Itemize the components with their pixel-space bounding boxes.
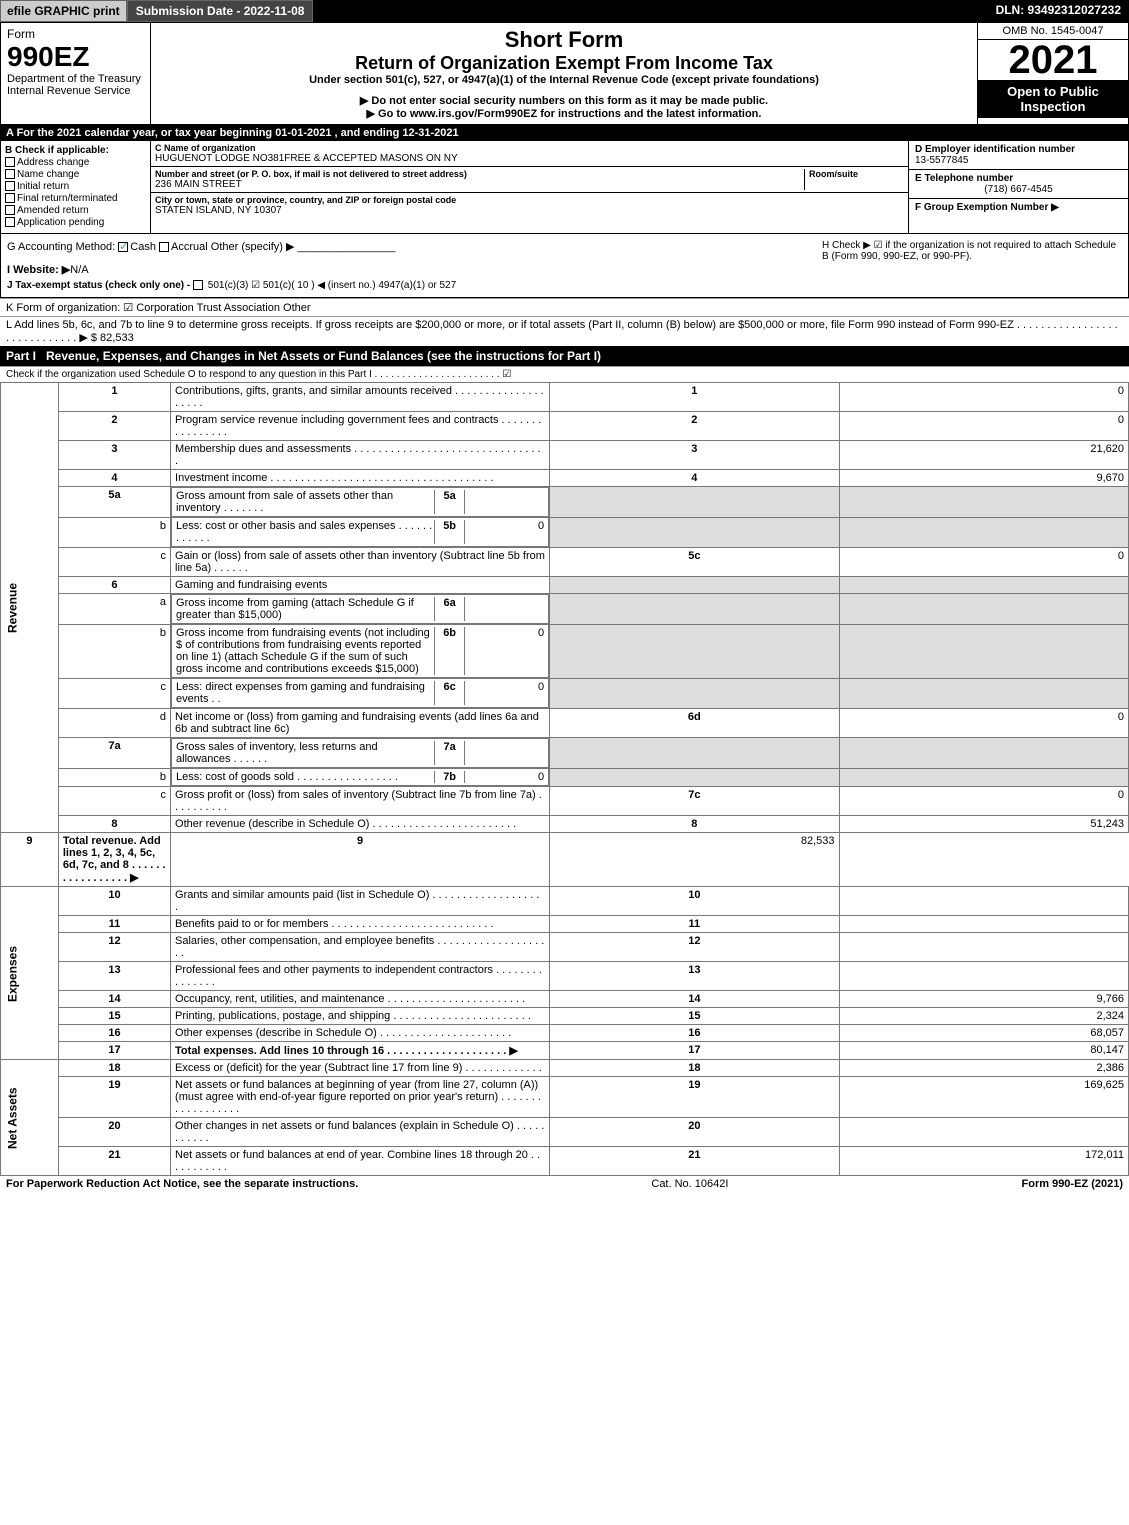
- footer-cat: Cat. No. 10642I: [651, 1178, 728, 1190]
- under-section: Under section 501(c), 527, or 4947(a)(1)…: [155, 74, 973, 86]
- chk-initial-return[interactable]: Initial return: [5, 181, 146, 192]
- footer-form: Form 990-EZ (2021): [1022, 1178, 1123, 1190]
- section-gh: G Accounting Method: Cash Accrual Other …: [0, 234, 1129, 298]
- chk-cash[interactable]: [118, 242, 128, 252]
- chk-final-return[interactable]: Final return/terminated: [5, 193, 146, 204]
- website-value: N/A: [70, 264, 88, 276]
- chk-amended-return[interactable]: Amended return: [5, 205, 146, 216]
- tel-label: E Telephone number: [915, 173, 1122, 184]
- tel-value: (718) 667-4545: [915, 184, 1122, 195]
- chk-address-change[interactable]: Address change: [5, 157, 146, 168]
- line-j: J Tax-exempt status (check only one) - 5…: [7, 280, 822, 291]
- top-bar: efile GRAPHIC print Submission Date - 20…: [0, 0, 1129, 22]
- gh-left: G Accounting Method: Cash Accrual Other …: [7, 240, 822, 291]
- header-right: OMB No. 1545-0047 2021 Open to Public In…: [978, 23, 1128, 124]
- col-c-org-info: C Name of organization HUGUENOT LODGE NO…: [151, 141, 908, 233]
- revenue-table: Revenue 1Contributions, gifts, grants, a…: [0, 382, 1129, 1176]
- addr-row: Number and street (or P. O. box, if mail…: [151, 167, 908, 193]
- form-label: Form: [7, 27, 144, 41]
- dept-label: Department of the Treasury Internal Reve…: [7, 73, 144, 97]
- room-label: Room/suite: [809, 169, 904, 179]
- ein-label: D Employer identification number: [915, 144, 1122, 155]
- line-k: K Form of organization: ☑ Corporation Tr…: [0, 298, 1129, 316]
- org-name: HUGUENOT LODGE NO381FREE & ACCEPTED MASO…: [155, 153, 904, 164]
- line-h: H Check ▶ ☑ if the organization is not r…: [822, 240, 1122, 291]
- org-address: 236 MAIN STREET: [155, 179, 804, 190]
- line-l: L Add lines 5b, 6c, and 7b to line 9 to …: [0, 316, 1129, 346]
- section-bcd: B Check if applicable: Address change Na…: [0, 141, 1129, 234]
- chk-accrual[interactable]: [159, 242, 169, 252]
- short-form-title: Short Form: [155, 27, 973, 53]
- ssn-warning: ▶ Do not enter social security numbers o…: [155, 94, 973, 107]
- header-center: Short Form Return of Organization Exempt…: [151, 23, 978, 124]
- group-label: F Group Exemption Number ▶: [915, 202, 1122, 213]
- return-title: Return of Organization Exempt From Incom…: [155, 53, 973, 74]
- netassets-label: Net Assets: [1, 1060, 59, 1176]
- chk-name-change[interactable]: Name change: [5, 169, 146, 180]
- city-row: City or town, state or province, country…: [151, 193, 908, 218]
- name-label: C Name of organization: [155, 143, 904, 153]
- header-left: Form 990EZ Department of the Treasury In…: [1, 23, 151, 124]
- desc-1: Contributions, gifts, grants, and simila…: [171, 383, 550, 412]
- line-i: I Website: ▶N/A: [7, 263, 822, 276]
- addr-label: Number and street (or P. O. box, if mail…: [155, 169, 804, 179]
- submission-date: Submission Date - 2022-11-08: [127, 0, 314, 22]
- form-header: Form 990EZ Department of the Treasury In…: [0, 22, 1129, 125]
- city-label: City or town, state or province, country…: [155, 195, 904, 205]
- org-city: STATEN ISLAND, NY 10307: [155, 205, 904, 216]
- page-footer: For Paperwork Reduction Act Notice, see …: [0, 1176, 1129, 1192]
- line-g: G Accounting Method: Cash Accrual Other …: [7, 240, 822, 253]
- ein-row: D Employer identification number 13-5577…: [909, 141, 1128, 170]
- efile-print-button[interactable]: efile GRAPHIC print: [0, 0, 127, 22]
- part1-sub: Check if the organization used Schedule …: [0, 366, 1129, 382]
- open-public-box: Open to Public Inspection: [978, 80, 1128, 118]
- chk-application-pending[interactable]: Application pending: [5, 217, 146, 228]
- org-name-row: C Name of organization HUGUENOT LODGE NO…: [151, 141, 908, 167]
- revenue-label: Revenue: [1, 383, 59, 833]
- dln: DLN: 93492312027232: [988, 0, 1129, 22]
- tel-row: E Telephone number (718) 667-4545: [909, 170, 1128, 199]
- col-b-checkboxes: B Check if applicable: Address change Na…: [1, 141, 151, 233]
- goto-link[interactable]: ▶ Go to www.irs.gov/Form990EZ for instru…: [155, 107, 973, 120]
- ln-1: 1: [58, 383, 170, 412]
- footer-left: For Paperwork Reduction Act Notice, see …: [6, 1178, 358, 1190]
- b-header: B Check if applicable:: [5, 145, 146, 156]
- line-a-period: A For the 2021 calendar year, or tax yea…: [0, 125, 1129, 141]
- part1-title: Revenue, Expenses, and Changes in Net As…: [46, 349, 601, 363]
- part1-num: Part I: [6, 349, 46, 363]
- expenses-label: Expenses: [1, 887, 59, 1060]
- tax-year: 2021: [978, 40, 1128, 80]
- form-number: 990EZ: [7, 41, 144, 73]
- ein-value: 13-5577845: [915, 155, 1122, 166]
- part1-header: Part I Revenue, Expenses, and Changes in…: [0, 346, 1129, 366]
- col-d-ids: D Employer identification number 13-5577…: [908, 141, 1128, 233]
- group-row: F Group Exemption Number ▶: [909, 199, 1128, 216]
- amt-1: 0: [839, 383, 1128, 412]
